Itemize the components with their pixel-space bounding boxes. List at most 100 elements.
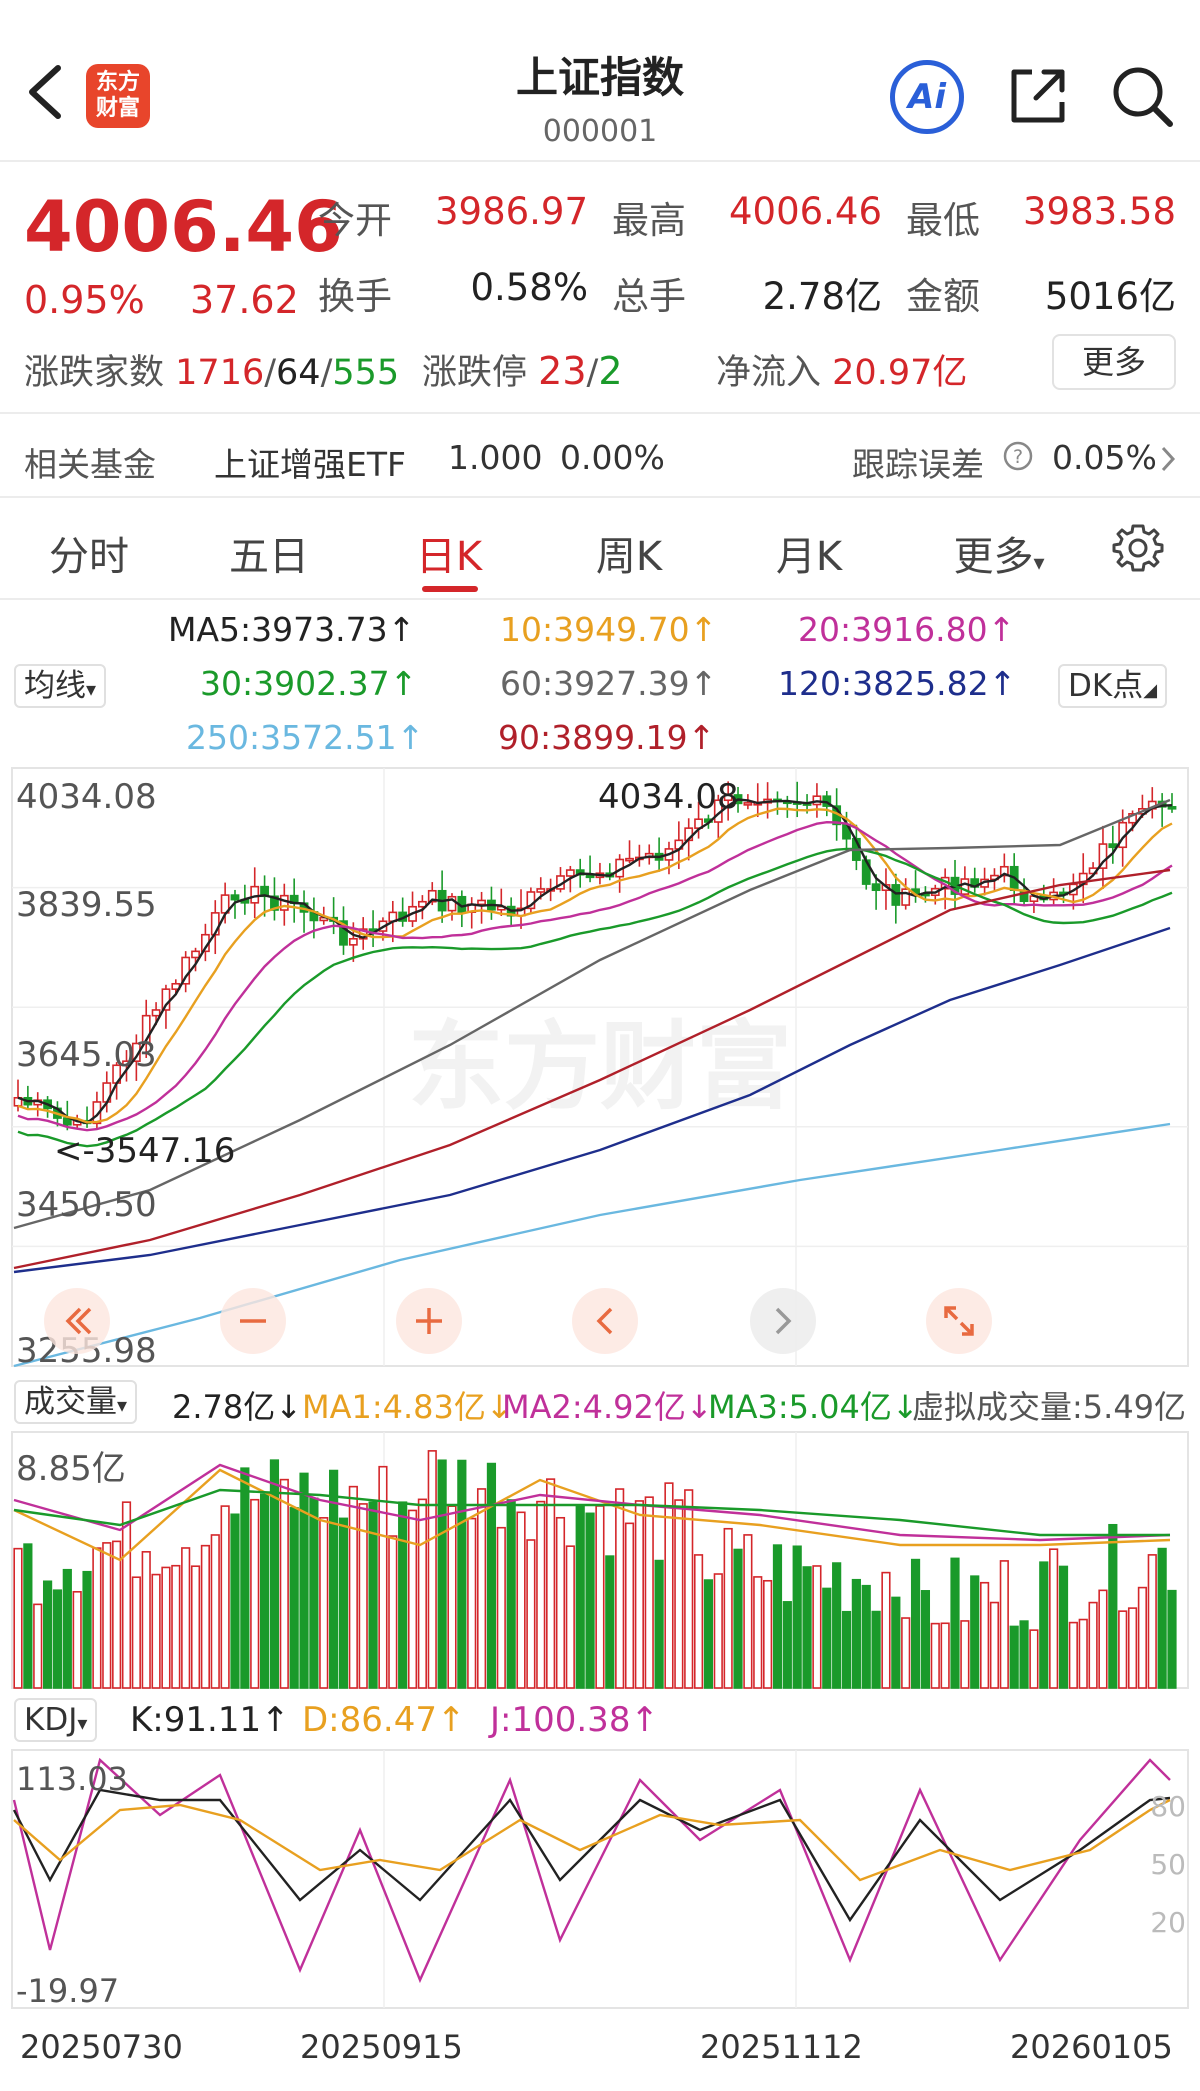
candle-body (615, 858, 625, 878)
tab-intraday[interactable]: 分时 (49, 534, 129, 580)
dk-label: DK点 (1068, 668, 1144, 704)
back-icon[interactable] (22, 62, 66, 122)
volume-selector-label: 成交量 (24, 1384, 117, 1420)
fullscreen-button[interactable] (926, 1288, 992, 1354)
tab-weekly-k[interactable]: 周K (595, 534, 663, 580)
flat-count: 64 (276, 353, 321, 393)
help-icon[interactable]: ? (1002, 440, 1034, 480)
volume-panel (11, 1431, 1189, 1689)
candle-body (990, 874, 999, 881)
zoom-in-button[interactable] (396, 1288, 462, 1354)
turnover-label: 换手 (318, 275, 392, 318)
limit-up-count: 23 (538, 349, 587, 393)
volume-bar (171, 1564, 181, 1689)
candle-body (792, 801, 802, 805)
volume-bar (309, 1497, 319, 1689)
volume-bar (279, 1478, 289, 1689)
scroll-right-button[interactable] (750, 1288, 816, 1354)
candle-body (763, 798, 773, 804)
market-breadth: 涨跌家数 1716/64/555 (24, 353, 400, 393)
candle-body (1059, 891, 1068, 896)
volume-bar (299, 1472, 309, 1689)
candle-body (358, 928, 368, 940)
volume-bar (763, 1579, 773, 1689)
open-value: 3986.97 (434, 190, 588, 233)
candle-body (664, 848, 674, 861)
candle-body (1108, 843, 1118, 849)
candle-body (1128, 813, 1137, 824)
candle-body (822, 795, 832, 807)
candle-body (270, 895, 279, 911)
kdj-k-line (12, 1788, 1171, 1923)
arrow-down-icon: ↓ (485, 1388, 513, 1426)
candle-body (250, 885, 260, 904)
candle-body (881, 884, 891, 892)
scroll-left-button[interactable] (572, 1288, 638, 1354)
caret-down-icon: ▾ (117, 1393, 128, 1417)
volume-bar (1108, 1523, 1118, 1689)
kdj-j-value: J:100.38 (490, 1700, 631, 1740)
candle-body (605, 872, 615, 878)
volume-bar (112, 1540, 122, 1689)
ma-selector[interactable]: 均线▾ (14, 664, 107, 708)
caret-icon: ◢ (1143, 680, 1158, 701)
volume-bar (131, 1576, 141, 1689)
low-label: 最低 (906, 199, 980, 242)
more-quote-button[interactable]: 更多 (1052, 334, 1176, 390)
gear-icon[interactable] (1112, 522, 1164, 574)
volume-bar (72, 1591, 82, 1689)
volume-ma3-line (13, 1488, 1170, 1537)
candle-body (891, 884, 901, 906)
candle-body (122, 1060, 131, 1067)
kline-y-label: 3450.50 (16, 1185, 157, 1225)
volume-selector[interactable]: 成交量▾ (14, 1380, 138, 1424)
candle-body (72, 1119, 82, 1126)
share-icon[interactable] (1006, 64, 1070, 128)
candle-body (930, 887, 940, 897)
candle-body (13, 1096, 23, 1107)
net-inflow: 净流入 20.97亿 (716, 344, 967, 395)
candle-body (23, 1096, 33, 1106)
tab-more[interactable]: 更多▾ (924, 524, 1074, 582)
turnover-value: 0.58% (470, 266, 588, 309)
tab-monthly-k[interactable]: 月K (775, 534, 843, 580)
scroll-left-fast-button[interactable] (44, 1288, 110, 1354)
candle-body (1039, 895, 1049, 901)
candle-body (260, 885, 269, 898)
caret-down-icon: ▾ (77, 1711, 88, 1735)
active-tab-indicator (422, 586, 478, 592)
volume-bar (565, 1545, 575, 1689)
arrow-up-icon: ↑ (389, 664, 418, 703)
tab-five-day[interactable]: 五日 (229, 534, 309, 580)
volume-bar (536, 1500, 546, 1689)
candle-body (201, 933, 210, 953)
ma90-legend: 90:3899.19↑ (498, 718, 715, 757)
candle-body (496, 905, 506, 911)
tab-daily-k[interactable]: 日K (415, 534, 483, 580)
volume-bar (644, 1496, 654, 1689)
kdj-j-line (12, 1757, 1171, 1984)
related-fund-bar[interactable]: 相关基金 上证增强ETF 1.000 0.00% 跟踪误差 ? 0.05% (0, 412, 1200, 498)
volume-ma1: MA1:4.83亿↓ (302, 1382, 513, 1428)
candle-body (851, 837, 861, 861)
arrow-up-icon: ↑ (689, 610, 718, 649)
search-icon[interactable] (1108, 62, 1176, 130)
volume-bar (1029, 1629, 1039, 1689)
candle-body (131, 1042, 141, 1062)
volume-bar (476, 1488, 487, 1689)
arrow-up-icon: ↑ (387, 610, 416, 649)
dk-point-button[interactable]: DK点◢ (1058, 664, 1168, 708)
candle-body (556, 875, 565, 890)
zoom-out-button[interactable] (220, 1288, 286, 1354)
volume-bar (102, 1542, 112, 1689)
kdj-panel (11, 1749, 1189, 2009)
volume-bar (743, 1534, 753, 1689)
ma20-value: 20:3916.80 (798, 610, 988, 649)
ai-assistant-button[interactable]: Ai (890, 60, 964, 134)
arrow-up-icon: ↑ (396, 718, 425, 757)
volume-bar (190, 1565, 201, 1689)
high-value: 4006.46 (728, 190, 882, 233)
volume-bar (181, 1547, 191, 1689)
kdj-selector[interactable]: KDJ▾ (14, 1698, 98, 1742)
candle-body (408, 905, 417, 922)
